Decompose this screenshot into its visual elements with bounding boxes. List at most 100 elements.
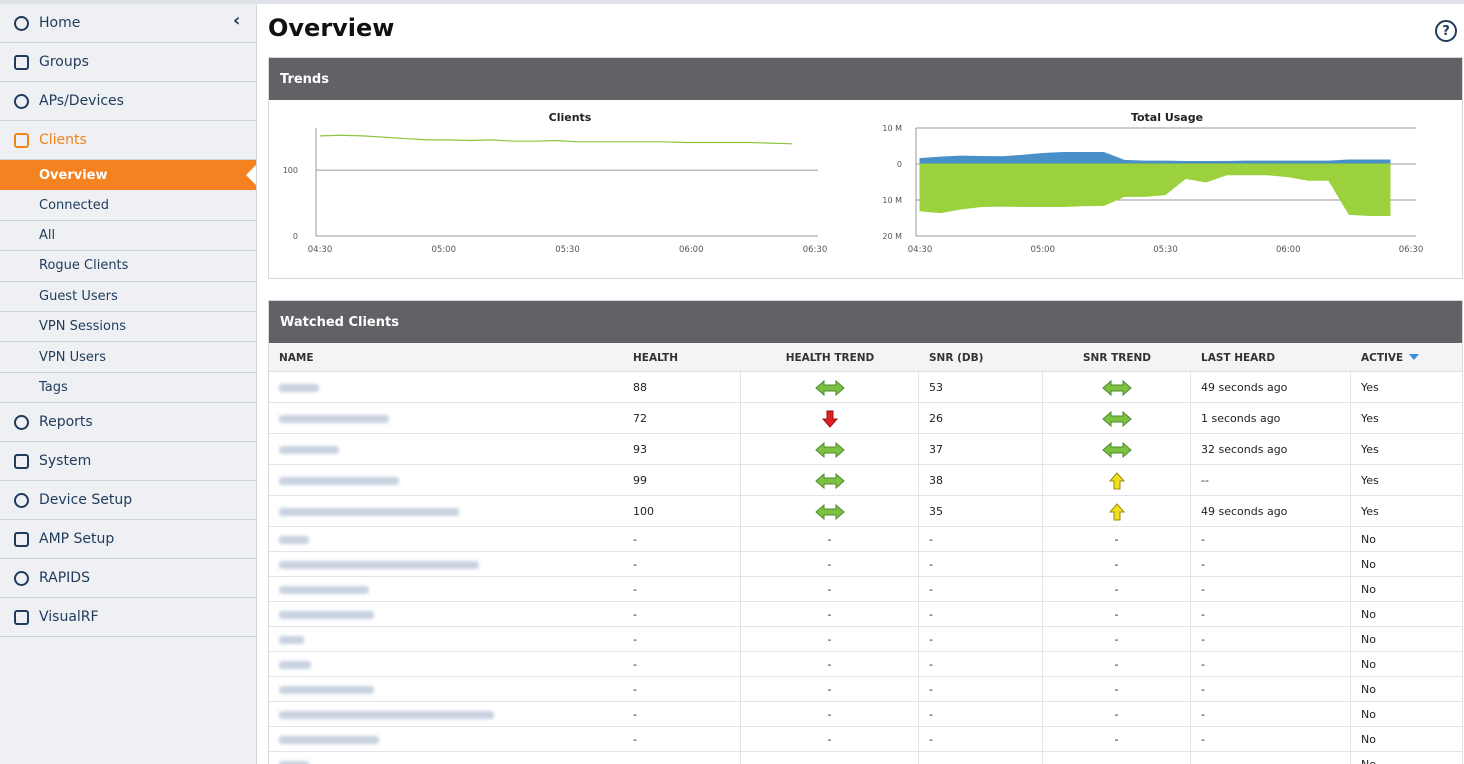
watched-panel: Watched Clients NAME HEALTH HEALTH TREND SN… [268,300,1463,764]
nav-icon [14,493,29,509]
x-tick-label: 05:30 [1153,245,1178,255]
help-button[interactable]: ? [1435,20,1457,42]
cell: - [741,527,919,552]
cell: - [1191,527,1351,552]
nav-label: Groups [39,54,89,70]
name-blurred [279,760,309,764]
name-blurred [279,710,494,719]
column-header[interactable]: NAME [279,351,314,364]
trend-icon [1043,496,1191,527]
column-header[interactable]: SNR (DB) [929,351,984,364]
area-series [919,151,1391,165]
x-tick-label: 06:00 [1276,245,1301,255]
cell: 72 [623,403,741,434]
cell: No [1351,702,1463,727]
table-row [269,403,1462,434]
cell: No [1351,652,1463,677]
name-blurred [279,476,399,485]
trend-icon-graphic [814,503,845,520]
table-row [269,602,1462,627]
nav-subitem[interactable]: All [0,221,256,252]
cell: No [1351,552,1463,577]
name-blurred [279,535,309,544]
cell: - [1191,702,1351,727]
x-tick-label: 04:30 [308,245,333,255]
cell: - [1043,627,1191,652]
nav-subitem[interactable]: Rogue Clients [0,251,256,282]
table-row [269,465,1462,496]
top-strip [0,0,1464,4]
cell: - [1043,552,1191,577]
x-tick-label: 05:00 [1031,245,1056,255]
trend-icon [1043,403,1191,434]
cell: Yes [1351,403,1463,434]
x-tick-label: 05:00 [432,245,457,255]
x-tick-label: 06:00 [679,245,704,255]
name-blurred [279,660,311,669]
nav-label: APs/Devices [39,93,124,109]
table-row [269,727,1462,752]
x-tick-label: 06:30 [1399,245,1424,255]
cell: No [1351,602,1463,627]
cell: - [1043,752,1191,764]
nav-label: Home [39,15,81,31]
nav-item[interactable]: System [0,442,256,482]
nav-item[interactable]: Groups [0,43,256,82]
nav-subitem[interactable]: Overview [0,160,256,191]
trend-icon [741,403,919,434]
trend-icon-graphic [814,379,845,396]
cell: Yes [1351,434,1463,465]
cell: 93 [623,434,741,465]
table-row [269,702,1462,727]
nav-item[interactable]: Device Setup [0,481,256,521]
column-header[interactable]: HEALTH [633,351,678,364]
trend-icon-graphic [1101,379,1132,396]
cell: 88 [623,372,741,403]
cell: No [1351,627,1463,652]
nav-item[interactable]: VisualRF [0,598,256,638]
cell: 32 seconds ago [1191,434,1351,465]
nav-item[interactable]: Clients [0,121,256,160]
table-header [269,343,1462,372]
nav-subitem[interactable]: Tags [0,373,256,404]
nav-subitem[interactable]: VPN Users [0,342,256,373]
cell: 100 [623,496,741,527]
trend-icon [1043,372,1191,403]
nav-subitem[interactable]: Guest Users [0,282,256,312]
y-tick-label: 20 M [882,232,902,241]
column-header[interactable]: HEALTH TREND [785,351,875,364]
trends-panel: Trends [268,57,1463,279]
cell: - [1191,552,1351,577]
cell: - [623,577,741,602]
nav-icon [14,571,29,587]
table-row [269,552,1462,577]
cell: Yes [1351,496,1463,527]
nav-item[interactable]: RAPIDS [0,559,256,599]
nav-item[interactable]: AMP Setup [0,520,256,560]
nav-subitem[interactable]: VPN Sessions [0,312,256,343]
cell: - [1191,602,1351,627]
cell: No [1351,677,1463,702]
nav-item[interactable]: APs/Devices [0,82,256,121]
column-header[interactable]: ACTIVE [1361,351,1404,364]
trend-charts: Clients 0 100 04:30 05:00 05:30 06:00 06:30 Tota… [283,111,1424,255]
cell: - [741,752,919,764]
cell: - [741,577,919,602]
column-header[interactable]: SNR TREND [1082,351,1151,364]
column-header[interactable]: LAST HEARD [1201,351,1276,364]
cell: - [1191,652,1351,677]
panel-header: Trends [269,58,1462,100]
nav-item[interactable]: Reports [0,403,256,443]
nav-item[interactable]: Home [0,4,256,43]
cell: - [623,727,741,752]
nav-icon [14,55,29,70]
nav-label: VisualRF [39,609,99,626]
x-tick-label: 04:30 [908,245,933,255]
nav-subitem[interactable]: Connected [0,190,256,221]
cell: - [623,527,741,552]
cell: - [1043,727,1191,752]
nav-label: AMP Setup [39,531,115,548]
nav-label: Device Setup [39,492,133,509]
